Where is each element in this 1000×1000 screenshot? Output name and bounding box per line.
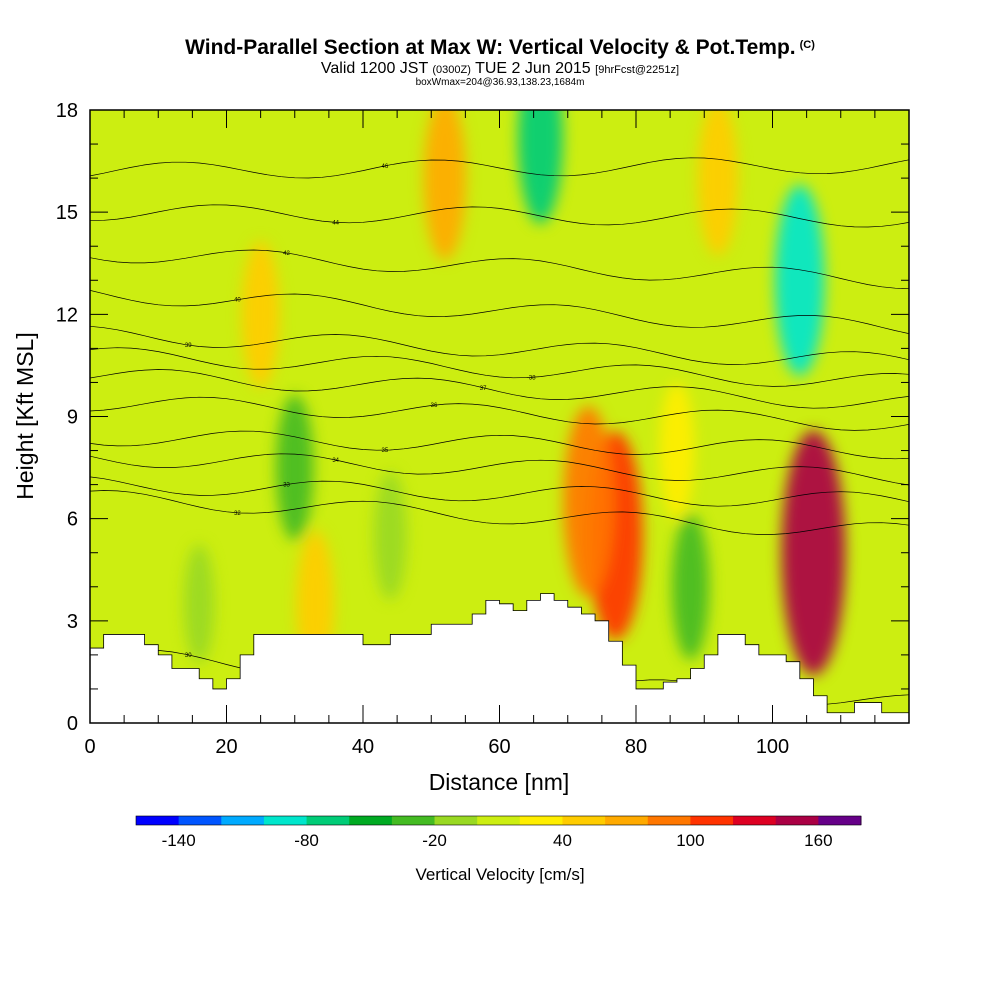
velocity-feature-9 xyxy=(275,394,314,541)
colorbar-swatch xyxy=(178,816,222,825)
x-tick-label: 60 xyxy=(488,736,510,758)
theta-contour-38 xyxy=(90,347,909,387)
colorbar-swatch xyxy=(306,816,350,825)
colorbar-swatch xyxy=(605,816,649,825)
y-tick-label: 0 xyxy=(67,713,78,735)
y-tick-label: 9 xyxy=(67,407,78,429)
colorbar-tick-label: -140 xyxy=(162,831,196,850)
y-tick-label: 3 xyxy=(67,611,78,633)
theta-contour-36 xyxy=(90,396,909,431)
theta-contour-label-33: 33 xyxy=(283,482,290,488)
y-tick-label: 18 xyxy=(56,100,78,122)
velocity-feature-12 xyxy=(184,544,215,664)
y-tick-label: 6 xyxy=(67,509,78,531)
colorbar-swatch xyxy=(263,816,308,825)
velocity-feature-0 xyxy=(241,241,280,388)
colorbar-swatch xyxy=(434,816,478,825)
chart-title: Wind-Parallel Section at Max W: Vertical… xyxy=(0,36,1000,60)
subtitle-utc: (0300Z) xyxy=(432,64,471,76)
subtitle-valid: Valid 1200 JST xyxy=(320,60,428,77)
plot-area: 30 32 33 34 35 36 37 38 39 40 42 44 46 xyxy=(90,110,909,723)
axis-ticks xyxy=(89,109,910,724)
x-tick-label: 0 xyxy=(84,736,95,758)
velocity-feature-7 xyxy=(775,184,825,376)
colorbar-swatch xyxy=(221,816,265,825)
velocity-feature-10 xyxy=(671,513,710,660)
velocity-field xyxy=(184,110,846,677)
theta-contour-39 xyxy=(90,325,909,365)
theta-contours: 30 32 33 34 35 36 37 38 39 40 42 44 46 xyxy=(90,157,909,706)
colorbar-swatch xyxy=(690,816,734,825)
velocity-feature-4 xyxy=(563,406,614,598)
velocity-feature-2 xyxy=(423,110,467,261)
terrain xyxy=(90,593,909,723)
x-tick-label: 20 xyxy=(215,736,237,758)
theta-contour-label-36: 36 xyxy=(431,403,438,409)
colorbar xyxy=(135,815,862,826)
x-axis-label: Distance [nm] xyxy=(429,769,570,795)
colorbar-tick-labels: -140 -80 -20 40 100 160 xyxy=(162,831,833,850)
x-tick-label: 40 xyxy=(352,736,374,758)
theta-contour-33 xyxy=(90,476,909,507)
colorbar-frame xyxy=(135,815,862,826)
chart-subsubtitle: boxWmax=204@36.93,138.23,1684m xyxy=(415,77,585,88)
colorbar-tick-label: 40 xyxy=(553,831,572,850)
velocity-feature-5 xyxy=(781,430,846,676)
theta-contour-40 xyxy=(90,290,909,334)
y-tick-labels: 0 3 6 9 12 15 18 xyxy=(56,100,78,735)
theta-contour-label-37: 37 xyxy=(480,386,487,392)
x-tick-labels: 0 20 40 60 80 100 xyxy=(84,736,789,758)
theta-contour-label-38: 38 xyxy=(529,375,536,381)
theta-contour-label-44: 44 xyxy=(332,220,339,226)
colorbar-tick-label: -20 xyxy=(422,831,447,850)
velocity-feature-6 xyxy=(697,110,738,256)
theta-contour-44 xyxy=(90,204,909,228)
theta-contour-label-46: 46 xyxy=(381,164,388,170)
velocity-feature-11 xyxy=(373,471,407,600)
theta-contour-32 xyxy=(90,490,909,535)
theta-contour-label-35: 35 xyxy=(381,448,388,454)
theta-contour-34 xyxy=(90,453,909,486)
theta-contour-label-30: 30 xyxy=(185,653,192,659)
colorbar-swatch xyxy=(818,816,862,825)
theta-contour-label-39: 39 xyxy=(185,343,192,349)
colorbar-tick-label: -80 xyxy=(294,831,319,850)
x-tick-label: 80 xyxy=(625,736,647,758)
colorbar-swatch xyxy=(647,816,691,825)
subtitle-date: TUE 2 Jun 2015 xyxy=(475,60,591,77)
x-tick-label: 100 xyxy=(756,736,789,758)
theta-contour-37 xyxy=(90,369,909,409)
colorbar-swatch xyxy=(477,816,521,825)
colorbar-swatch xyxy=(136,816,180,825)
theta-contour-label-32: 32 xyxy=(234,511,241,517)
colorbar-swatch xyxy=(349,816,393,825)
colorbar-swatch xyxy=(562,816,606,825)
colorbar-tick-label: 160 xyxy=(804,831,832,850)
colorbar-swatch xyxy=(519,816,563,825)
theta-contour-label-40: 40 xyxy=(234,298,241,304)
y-axis-label: Height [Kft MSL] xyxy=(12,332,38,499)
colorbar-swatch xyxy=(733,816,777,825)
chart-title-text: Wind-Parallel Section at Max W: Vertical… xyxy=(185,36,796,59)
theta-contour-label-42: 42 xyxy=(283,251,290,257)
theta-contour-35 xyxy=(90,430,909,460)
subtitle-forecast: [9hrFcst@2251z] xyxy=(595,64,680,76)
theta-contour-46 xyxy=(90,157,909,179)
y-tick-label: 12 xyxy=(56,304,78,326)
colorbar-swatch xyxy=(391,816,436,825)
chart-title-mark: (C) xyxy=(799,39,815,51)
y-tick-label: 15 xyxy=(56,202,78,224)
chart-subtitle: Valid 1200 JST (0300Z) TUE 2 Jun 2015 [9… xyxy=(0,60,1000,78)
velocity-feature-8 xyxy=(518,110,563,224)
theta-contour-label-34: 34 xyxy=(332,458,339,464)
colorbar-label: Vertical Velocity [cm/s] xyxy=(415,865,584,884)
colorbar-swatch xyxy=(775,816,819,825)
colorbar-tick-label: 100 xyxy=(676,831,704,850)
theta-contour-42 xyxy=(90,249,909,290)
